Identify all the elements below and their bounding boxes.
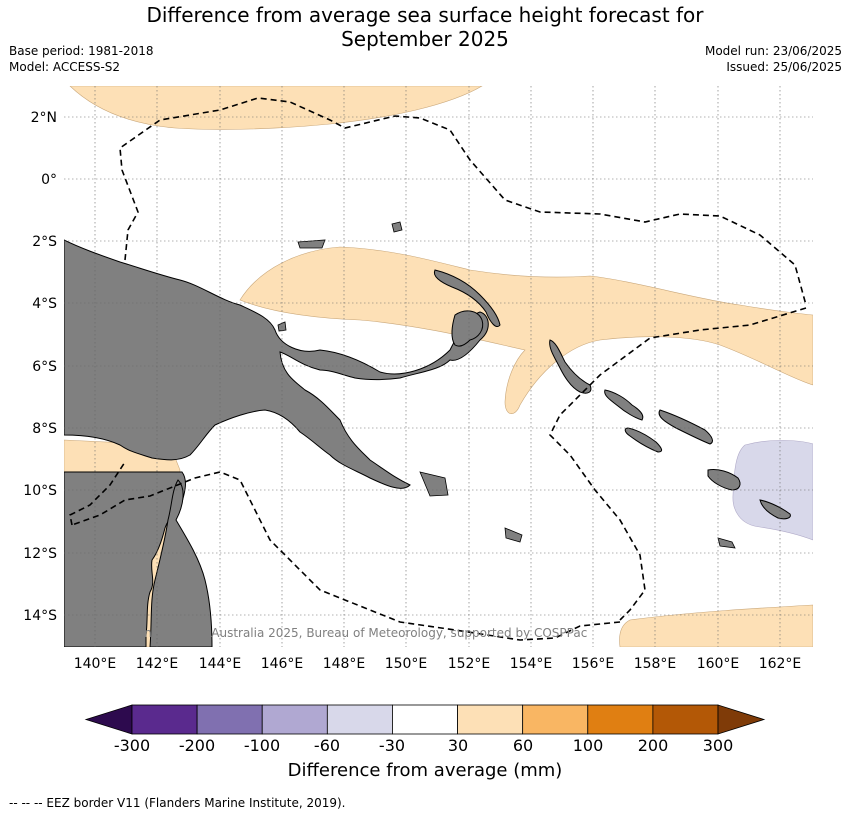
lat-label: 2°S xyxy=(32,234,57,250)
anomaly-area-new-guinea-north xyxy=(239,246,813,414)
land-cape-york-east xyxy=(149,479,213,647)
colorbar-title: Difference from average (mm) xyxy=(287,760,563,781)
anomaly-area-south xyxy=(619,604,813,647)
title-line-2: September 2025 xyxy=(341,27,509,51)
land-new-britain xyxy=(451,310,484,347)
grid-lines xyxy=(64,86,813,647)
land-solomon-islands-3 xyxy=(624,427,663,453)
lat-label: 6°S xyxy=(32,359,57,375)
lat-label: 0° xyxy=(41,172,57,188)
eez-border-west xyxy=(69,461,126,526)
issued-date: Issued: 25/06/2025 xyxy=(726,60,842,74)
meta-right: Model run: 23/06/2025 Issued: 25/06/2025 xyxy=(705,43,842,75)
colorbar-tick-label: 100 xyxy=(573,736,604,755)
colorbar-tick-label: -30 xyxy=(379,736,405,755)
colorbar-extend-high xyxy=(717,704,766,735)
land-solomon-islands-2 xyxy=(658,409,713,445)
model-run: Model run: 23/06/2025 xyxy=(704,44,842,58)
lon-label: 144°E xyxy=(199,656,242,672)
longitude-labels: 140°E 142°E 144°E 146°E 148°E 150°E 152°… xyxy=(74,656,802,672)
lon-label: 158°E xyxy=(634,656,677,672)
colorbar-tick-label: 30 xyxy=(448,736,468,755)
anomaly-area-north xyxy=(69,86,483,130)
colorbar-segment xyxy=(326,704,393,735)
lat-label: 8°S xyxy=(32,421,57,437)
lon-label: 156°E xyxy=(572,656,615,672)
colorbar-segment xyxy=(522,704,589,735)
lon-label: 160°E xyxy=(697,656,740,672)
title-line-1: Difference from average sea surface heig… xyxy=(146,3,704,27)
land-new-caledonia-islet xyxy=(759,499,791,520)
lon-label: 162°E xyxy=(759,656,802,672)
base-period: Base period: 1981-2018 xyxy=(9,44,154,58)
land-vanuatu xyxy=(707,469,741,491)
colorbar-tick-label: -200 xyxy=(179,736,215,755)
colorbar-segment xyxy=(392,704,458,735)
lat-label: 14°S xyxy=(23,608,57,624)
meta-left: Base period: 1981-2018 Model: ACCESS-S2 xyxy=(9,43,154,75)
map-title: Difference from average sea surface heig… xyxy=(0,3,850,51)
eez-border-east xyxy=(549,307,807,621)
lon-label: 154°E xyxy=(510,656,553,672)
colorbar-ticks: -300 -200 -100 -60 -30 30 60 100 200 300 xyxy=(114,736,733,755)
land-new-ireland xyxy=(433,269,501,327)
lon-label: 150°E xyxy=(385,656,428,672)
colorbar-segment xyxy=(131,704,198,735)
latitude-labels: 2°N 0° 2°S 4°S 6°S 8°S 10°S 12°S 14°S xyxy=(23,110,57,624)
colorbar-tick-label: 200 xyxy=(638,736,669,755)
lon-label: 148°E xyxy=(323,656,366,672)
lat-label: 2°N xyxy=(31,110,57,126)
colorbar-tick-label: -60 xyxy=(314,736,340,755)
colorbar-segment xyxy=(652,704,719,735)
colorbar-extend-low xyxy=(84,704,133,735)
colorbar-segment xyxy=(261,704,328,735)
lat-label: 4°S xyxy=(32,296,57,312)
lon-label: 152°E xyxy=(448,656,491,672)
copyright-notice: © Commonwealth of Australia 2025, Bureau… xyxy=(82,626,587,640)
lon-label: 140°E xyxy=(74,656,117,672)
eez-border-south xyxy=(71,471,621,641)
colorbar-tick-label: -100 xyxy=(244,736,280,755)
lon-label: 142°E xyxy=(136,656,179,672)
colorbar-segment xyxy=(457,704,524,735)
eez-border-png xyxy=(119,97,807,306)
colorbar xyxy=(84,704,766,735)
model-name: Model: ACCESS-S2 xyxy=(9,60,121,74)
eez-legend-note: -- -- -- EEZ border V11 (Flanders Marine… xyxy=(9,796,346,810)
lat-label: 12°S xyxy=(23,546,57,562)
lon-label: 146°E xyxy=(261,656,304,672)
colorbar-segment xyxy=(196,704,263,735)
lat-label: 10°S xyxy=(23,483,57,499)
land-bougainville xyxy=(549,339,592,394)
colorbar-tick-label: -300 xyxy=(114,736,150,755)
map-panel: © Commonwealth of Australia 2025, Bureau… xyxy=(64,86,813,647)
land-solomon-islands-1 xyxy=(604,389,644,421)
colorbar-segment xyxy=(587,704,654,735)
land-small-islands xyxy=(277,221,736,549)
colorbar-tick-label: 300 xyxy=(703,736,734,755)
land-new-guinea xyxy=(64,239,489,489)
colorbar-tick-label: 60 xyxy=(513,736,533,755)
